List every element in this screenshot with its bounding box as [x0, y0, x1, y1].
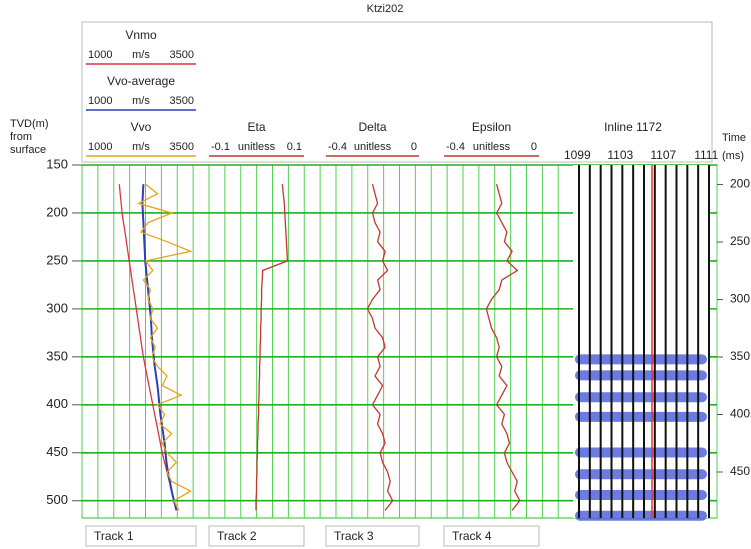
y-tick-label: 300: [46, 300, 68, 315]
y2-tick-label: 200: [730, 177, 750, 191]
trace-label: 1111: [694, 148, 718, 162]
scale-min: 1000: [88, 49, 112, 61]
scale-min: -0.1: [211, 141, 230, 153]
chart-title: Ktzi202: [367, 3, 404, 15]
trace-label: 1103: [607, 148, 633, 162]
y2-tick-label: 300: [730, 292, 750, 306]
scale-max: 3500: [170, 95, 194, 107]
seismic-title: Inline 1172: [604, 120, 662, 134]
y-axis-label-line: TVD(m): [10, 118, 49, 130]
track-label: Track 2: [217, 529, 257, 543]
y2-axis-label-line: (ms): [722, 150, 744, 162]
y-axis-label-line: from: [10, 131, 32, 143]
scale-unit: unitless: [354, 141, 392, 153]
seismic-panel: [573, 165, 709, 518]
scale-max: 0: [531, 141, 537, 153]
scale-min: 1000: [88, 95, 112, 107]
curve-name: Vnmo: [125, 28, 157, 42]
scale-unit: unitless: [473, 141, 511, 153]
scale-max: 3500: [170, 49, 194, 61]
y-tick-label: 250: [46, 252, 68, 267]
trace-label: 1107: [650, 148, 676, 162]
trace-label: 1099: [564, 148, 591, 162]
scale-unit: m/s: [132, 95, 150, 107]
scale-unit: m/s: [132, 141, 150, 153]
scale-unit: m/s: [132, 49, 150, 61]
curve-name: Delta: [358, 120, 386, 134]
y2-axis-label: Time (ms): [722, 132, 746, 162]
scale-min: -0.4: [446, 141, 465, 153]
y-tick-label: 450: [46, 444, 68, 459]
y-tick-label: 200: [46, 204, 68, 219]
track-label: Track 3: [334, 529, 374, 543]
curve-name: Vvo-average: [107, 74, 175, 88]
scale-max: 0.1: [287, 141, 302, 153]
y2-axis-label-line: Time: [722, 132, 746, 144]
curve-name: Vvo: [131, 120, 152, 134]
y-tick-label: 150: [46, 156, 68, 171]
chart: Ktzi202 TVD(m)fromsurface150 200 250 300 350…: [0, 0, 751, 549]
track-label: Track 4: [452, 529, 492, 543]
scale-max: 0: [411, 141, 417, 153]
y2-tick-label: 400: [730, 407, 750, 421]
y-tick-label: 400: [46, 396, 68, 411]
y2-tick-label: 450: [730, 464, 750, 478]
curve-name: Epsilon: [472, 120, 511, 134]
y-tick-label: 350: [46, 348, 68, 363]
scale-min: 1000: [88, 141, 112, 153]
y2-tick-label: 350: [730, 349, 750, 363]
y2-tick-label: 250: [730, 234, 750, 248]
y-axis-label-line: surface: [10, 144, 46, 156]
scale-max: 3500: [170, 141, 194, 153]
curve-name: Eta: [247, 120, 265, 134]
track-label: Track 1: [94, 529, 134, 543]
y-tick-label: 500: [46, 492, 68, 507]
scale-unit: unitless: [238, 141, 276, 153]
scale-min: -0.4: [328, 141, 347, 153]
